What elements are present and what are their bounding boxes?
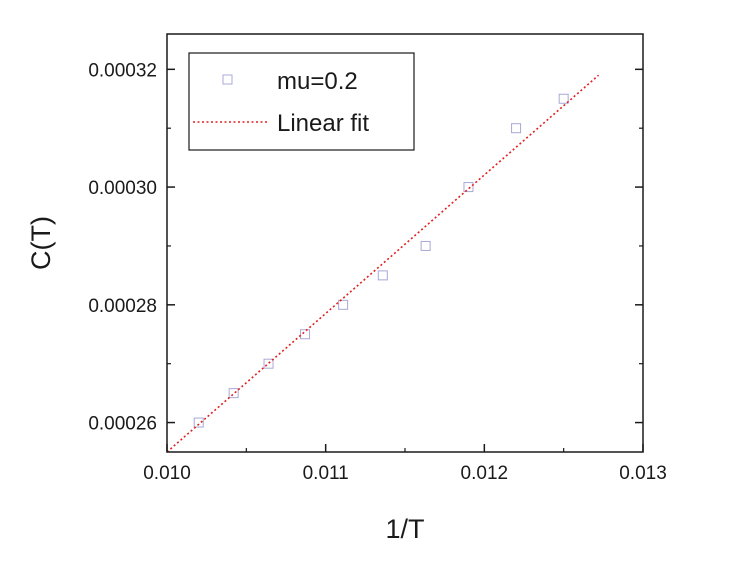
data-point-square	[338, 299, 349, 310]
y-tick-label: 0.00026	[88, 414, 157, 435]
data-point-square	[377, 270, 388, 281]
x-tick-label: 0.013	[619, 463, 667, 484]
data-point-square	[193, 417, 204, 428]
x-tick-label: 0.010	[143, 463, 191, 484]
data-point-square	[228, 388, 239, 399]
data-point-square	[511, 123, 522, 134]
legend-box	[188, 52, 415, 151]
data-point-square	[300, 329, 311, 340]
y-tick-label: 0.00030	[88, 178, 157, 199]
linear-fit-line	[166, 74, 600, 453]
data-point-square	[463, 182, 474, 193]
y-tick-label: 0.00028	[88, 296, 157, 317]
y-axis: 0.00026 0.00028 0.00030 0.00032	[88, 60, 643, 435]
y-axis-label: C(T)	[26, 216, 56, 270]
legend: mu=0.2 Linear fit	[188, 52, 415, 151]
x-axis-label: 1/T	[385, 514, 424, 544]
x-tick-label: 0.012	[461, 463, 509, 484]
y-tick-label: 0.00032	[88, 60, 157, 81]
data-point-square	[263, 358, 274, 369]
plot-area	[166, 74, 600, 453]
legend-marker-square	[222, 74, 233, 85]
data-point-square	[420, 240, 431, 251]
data-point-square	[558, 93, 569, 104]
legend-label: Linear fit	[277, 110, 369, 137]
x-axis: 0.010 0.011 0.012 0.013	[143, 444, 667, 484]
x-tick-label: 0.011	[303, 463, 349, 484]
legend-label: mu=0.2	[277, 68, 358, 95]
